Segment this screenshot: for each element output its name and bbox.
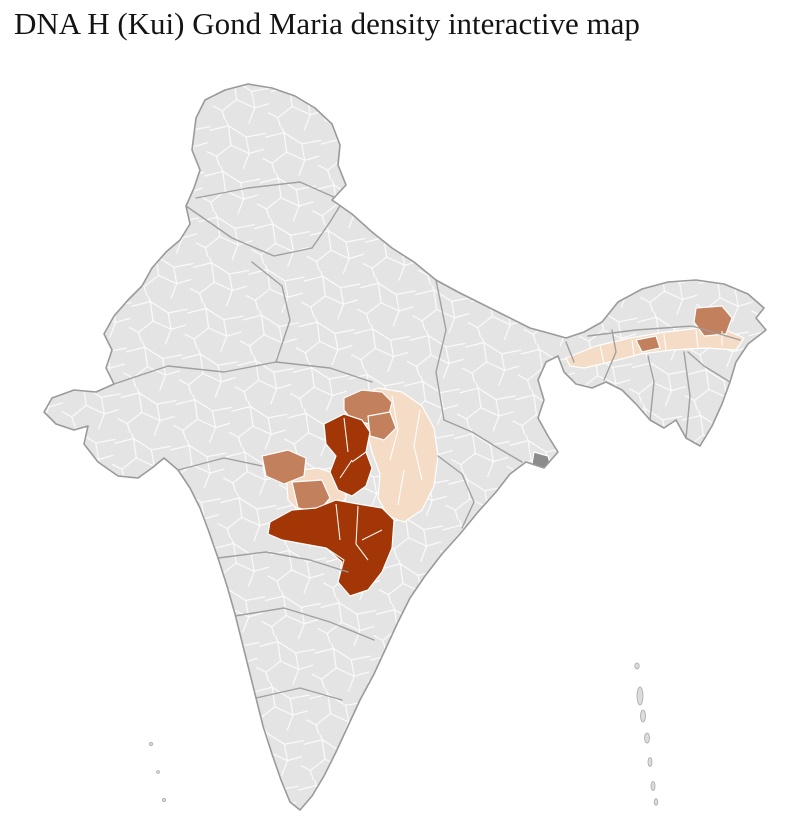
lakshadweep-islands[interactable]: [148, 742, 166, 803]
district-medium-isolated-west[interactable]: [261, 449, 307, 485]
state-borders: [113, 181, 741, 701]
district-high-south-cluster[interactable]: [267, 499, 395, 597]
district-medium-assam-small[interactable]: [635, 335, 661, 353]
district-medium-upper-assam[interactable]: [693, 305, 733, 337]
district-high-north-cluster[interactable]: [323, 413, 373, 497]
page-title: DNA H (Kui) Gond Maria density interacti…: [14, 6, 640, 41]
andaman-islands[interactable]: [634, 662, 659, 806]
cluster-district-borders: [325, 329, 723, 583]
density-regions: [261, 305, 745, 597]
